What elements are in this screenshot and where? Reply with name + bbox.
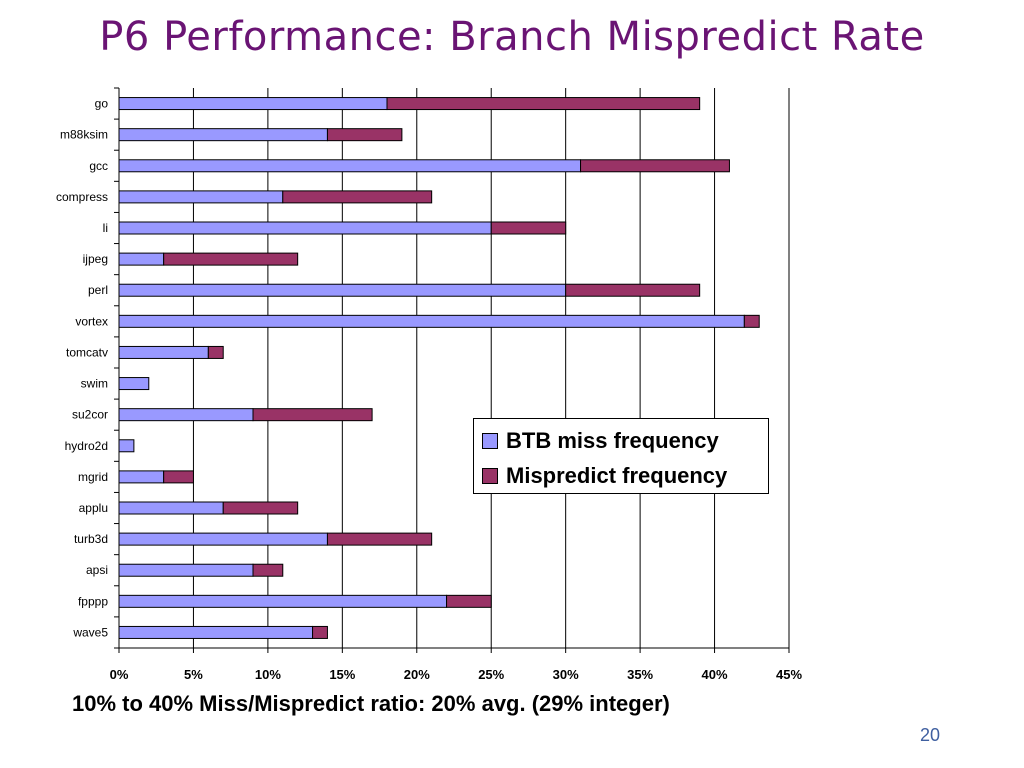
category-label: m88ksim <box>60 128 108 142</box>
bar-mispredict <box>580 159 730 173</box>
legend-item-btb: BTB miss frequency <box>482 426 719 456</box>
bar-mispredict <box>326 532 433 546</box>
category-label: perl <box>88 283 108 297</box>
axis-labels: 0% 5% 10% 15% 20% 25% 30% 35% 40% 45% go m88ksim gcc… <box>56 97 802 682</box>
gridlines <box>192 88 790 648</box>
category-label: fpppp <box>78 594 108 608</box>
bar-btb-miss <box>118 283 567 297</box>
bar-btb-miss <box>118 408 254 422</box>
bar-mispredict <box>222 501 299 515</box>
category-label: wave5 <box>72 625 108 639</box>
slide-title: P6 Performance: Branch Mispredict Rate <box>99 14 925 60</box>
category-label: su2cor <box>72 408 108 422</box>
x-tick-label: 45% <box>776 667 802 682</box>
category-label: compress <box>56 190 108 204</box>
bar-mispredict <box>252 563 284 577</box>
bar-btb-miss <box>118 190 284 204</box>
category-label: go <box>95 97 109 111</box>
bar-mispredict <box>743 314 760 328</box>
legend-swatch-mispredict <box>482 468 498 484</box>
page-number: 20 <box>919 725 940 745</box>
bar-btb-miss <box>118 252 165 266</box>
bar-btb-miss <box>118 625 314 639</box>
legend-label-btb: BTB miss frequency <box>506 428 719 453</box>
bar-btb-miss <box>118 563 254 577</box>
bar-btb-miss <box>118 470 165 484</box>
bar-mispredict <box>565 283 701 297</box>
x-tick-label: 15% <box>329 667 355 682</box>
bar-btb-miss <box>118 532 328 546</box>
legend: BTB miss frequency Mispredict frequency <box>473 418 769 494</box>
bar-mispredict <box>252 408 373 422</box>
bar-btb-miss <box>118 594 448 608</box>
bar-mispredict <box>490 221 567 235</box>
footnote: 10% to 40% Miss/Mispredict ratio: 20% av… <box>72 691 670 716</box>
bar-mispredict <box>326 128 403 142</box>
category-label: tomcatv <box>66 345 108 359</box>
bar-mispredict <box>282 190 433 204</box>
legend-label-mispredict: Mispredict frequency <box>506 463 728 488</box>
category-label: applu <box>79 501 108 515</box>
category-label: apsi <box>86 563 108 577</box>
bar-btb-miss <box>118 159 582 173</box>
legend-swatch-btb <box>482 433 498 449</box>
x-tick-label: 35% <box>627 667 653 682</box>
bar-btb-miss <box>118 221 492 235</box>
x-tick-label: 30% <box>553 667 579 682</box>
x-tick-label: 40% <box>702 667 728 682</box>
category-label: hydro2d <box>65 439 108 453</box>
bar-btb-miss <box>118 439 135 453</box>
x-tick-label: 20% <box>404 667 430 682</box>
legend-item-mispredict: Mispredict frequency <box>482 461 727 491</box>
bar-btb-miss <box>118 97 388 111</box>
bar-btb-miss <box>118 314 745 328</box>
x-tick-label: 0% <box>110 667 129 682</box>
bar-mispredict <box>386 97 701 111</box>
category-label: vortex <box>75 314 108 328</box>
bar-mispredict <box>446 594 492 608</box>
category-label: turb3d <box>74 532 108 546</box>
x-tick-label: 10% <box>255 667 281 682</box>
x-tick-label: 5% <box>184 667 203 682</box>
category-label: gcc <box>89 159 108 173</box>
x-tick-label: 25% <box>478 667 504 682</box>
category-label: swim <box>81 377 108 391</box>
category-label: ijpeg <box>83 252 108 266</box>
bar-btb-miss <box>118 345 209 359</box>
bars <box>118 97 760 639</box>
bar-btb-miss <box>118 501 224 515</box>
bar-mispredict <box>207 345 224 359</box>
category-label: mgrid <box>78 470 108 484</box>
bar-mispredict <box>163 470 194 484</box>
axes <box>114 87 790 653</box>
bar-mispredict <box>312 625 328 639</box>
bar-mispredict <box>163 252 299 266</box>
bar-btb-miss <box>118 377 150 391</box>
category-label: li <box>103 221 108 235</box>
bar-btb-miss <box>118 128 328 142</box>
